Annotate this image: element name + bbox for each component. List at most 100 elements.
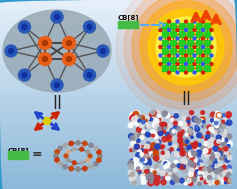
Circle shape (178, 132, 183, 137)
Bar (196, 31, 202, 37)
Circle shape (216, 148, 221, 152)
Circle shape (174, 152, 180, 157)
Circle shape (154, 177, 160, 183)
Circle shape (222, 132, 225, 135)
Circle shape (185, 140, 189, 143)
Ellipse shape (3, 10, 111, 92)
Bar (0, 0, 237, 1)
Circle shape (148, 146, 152, 151)
Circle shape (193, 71, 196, 74)
Bar (0, 176, 237, 177)
Bar (0, 96, 237, 97)
Circle shape (169, 164, 174, 169)
Bar (170, 57, 176, 63)
Circle shape (154, 134, 158, 138)
Circle shape (97, 45, 109, 57)
Bar (0, 165, 237, 166)
Bar (0, 32, 237, 33)
Circle shape (190, 174, 194, 179)
Circle shape (196, 177, 202, 182)
Circle shape (207, 175, 211, 179)
Bar (0, 83, 237, 84)
Bar (0, 110, 237, 111)
Circle shape (184, 147, 189, 152)
Bar (0, 22, 237, 23)
Bar (0, 99, 237, 100)
Circle shape (210, 163, 214, 168)
Bar (196, 57, 202, 63)
Bar (0, 9, 237, 10)
Circle shape (223, 138, 228, 143)
Circle shape (214, 114, 218, 118)
Circle shape (174, 177, 179, 182)
Circle shape (147, 142, 149, 144)
Bar (0, 142, 237, 143)
Bar (162, 23, 168, 29)
Circle shape (165, 113, 170, 118)
Bar (204, 48, 210, 54)
Circle shape (139, 131, 144, 136)
Circle shape (131, 140, 135, 144)
Bar (0, 56, 237, 57)
Circle shape (192, 119, 196, 124)
Text: ||: || (52, 95, 62, 109)
Circle shape (216, 113, 221, 118)
Bar (0, 76, 237, 77)
Circle shape (207, 125, 211, 129)
Bar (0, 112, 237, 113)
Circle shape (199, 167, 202, 170)
Circle shape (202, 125, 205, 128)
Circle shape (213, 146, 218, 151)
Circle shape (131, 115, 135, 119)
Circle shape (176, 29, 179, 32)
Circle shape (168, 63, 170, 66)
Bar (162, 65, 168, 71)
Bar (0, 129, 237, 130)
Circle shape (87, 24, 92, 29)
Bar (0, 73, 237, 74)
Circle shape (210, 54, 213, 57)
Circle shape (210, 156, 214, 160)
Circle shape (190, 175, 196, 181)
Circle shape (170, 136, 174, 140)
Bar (0, 10, 237, 11)
Circle shape (44, 118, 50, 125)
Bar (170, 31, 176, 37)
Bar (0, 3, 237, 4)
Circle shape (140, 1, 232, 93)
Bar (0, 67, 237, 68)
Bar (0, 149, 237, 150)
Bar (0, 148, 237, 149)
Circle shape (162, 111, 167, 116)
Circle shape (209, 113, 214, 118)
Circle shape (139, 122, 144, 128)
Circle shape (170, 118, 174, 122)
Circle shape (184, 138, 189, 143)
Bar (0, 128, 237, 129)
Bar (0, 7, 237, 8)
Circle shape (168, 123, 171, 127)
Bar (0, 72, 237, 73)
Circle shape (213, 181, 216, 184)
Bar (0, 124, 237, 125)
Circle shape (227, 179, 231, 183)
Circle shape (198, 143, 201, 147)
Circle shape (145, 174, 150, 179)
Bar (0, 135, 237, 136)
Circle shape (187, 145, 191, 149)
Circle shape (201, 46, 205, 49)
Circle shape (194, 144, 199, 149)
Bar (0, 107, 237, 108)
Circle shape (133, 112, 138, 117)
Bar (0, 105, 237, 106)
Circle shape (152, 111, 156, 115)
Bar (187, 48, 193, 54)
Circle shape (66, 150, 70, 154)
Circle shape (205, 148, 211, 154)
Bar (0, 20, 237, 21)
Circle shape (142, 169, 146, 173)
Circle shape (189, 168, 194, 173)
Bar (162, 57, 168, 63)
Circle shape (186, 179, 190, 184)
Circle shape (214, 122, 218, 125)
